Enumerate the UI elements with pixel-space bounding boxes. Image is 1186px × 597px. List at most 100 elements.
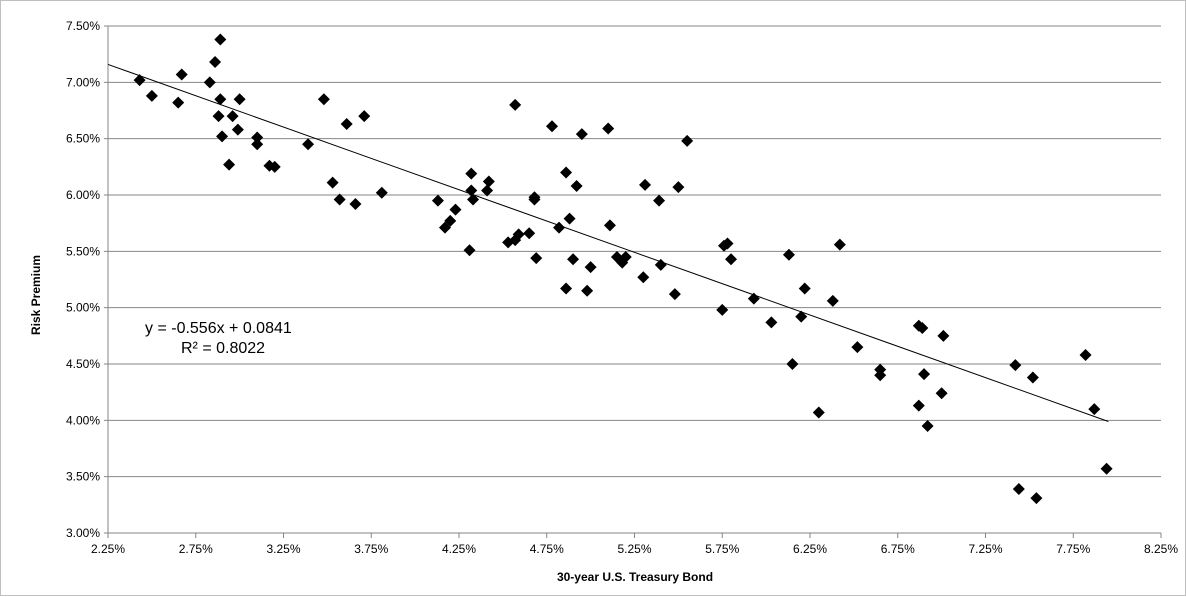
data-point: [584, 261, 597, 274]
x-tick-label: 5.25%: [617, 542, 651, 556]
y-tick-label: 7.00%: [66, 75, 100, 89]
x-tick-label: 7.25%: [968, 542, 1002, 556]
y-tick-label: 3.50%: [66, 470, 100, 484]
data-point: [231, 123, 244, 136]
trendline-layer: [107, 63, 1109, 422]
data-point: [812, 406, 825, 419]
data-point: [358, 110, 371, 123]
x-tick-label: 7.75%: [1056, 542, 1090, 556]
data-point: [203, 76, 216, 89]
x-tick-label: 3.25%: [266, 542, 300, 556]
trendline: [107, 63, 1109, 422]
y-tick-label: 6.00%: [66, 188, 100, 202]
data-point: [603, 219, 616, 232]
data-point: [747, 292, 760, 305]
data-point: [672, 181, 685, 194]
data-point: [340, 118, 353, 131]
data-point: [786, 358, 799, 370]
trendline-equation: y = -0.556x + 0.0841: [145, 320, 292, 337]
r-squared-label: R² = 0.8022: [181, 340, 265, 357]
data-point: [639, 178, 652, 191]
y-tick-label: 3.00%: [66, 526, 100, 540]
x-tick-label: 2.25%: [91, 542, 125, 556]
data-point: [302, 138, 315, 151]
data-point: [795, 310, 808, 323]
x-tick-label: 3.75%: [354, 542, 388, 556]
data-point: [1030, 492, 1043, 505]
data-point: [570, 179, 583, 192]
data-point: [1009, 359, 1022, 372]
data-point: [851, 341, 864, 354]
data-point: [668, 288, 681, 301]
data-point: [1012, 483, 1025, 496]
data-point: [826, 294, 839, 307]
data-point: [233, 93, 246, 106]
data-point: [438, 221, 451, 234]
data-point: [782, 248, 795, 261]
data-point: [216, 130, 229, 143]
data-point: [317, 93, 330, 106]
data-point: [560, 282, 573, 295]
y-tick-label: 5.50%: [66, 244, 100, 258]
data-points: [133, 33, 1113, 505]
data-point: [467, 193, 480, 206]
y-tick-label: 7.50%: [66, 19, 100, 33]
data-point: [512, 228, 525, 241]
data-point: [172, 96, 185, 109]
axes: [104, 25, 1162, 538]
data-point: [602, 122, 615, 135]
data-point: [937, 329, 950, 342]
data-point: [223, 158, 236, 171]
data-point: [326, 176, 339, 189]
x-tick-label: 4.75%: [530, 542, 564, 556]
data-point: [333, 193, 346, 206]
data-point: [765, 316, 778, 329]
data-point: [610, 250, 623, 263]
data-point: [1088, 403, 1101, 416]
data-point: [716, 303, 729, 316]
data-point: [530, 252, 543, 265]
x-axis-title: 30-year U.S. Treasury Bond: [557, 570, 713, 584]
data-point: [935, 387, 948, 400]
data-point: [175, 68, 188, 81]
data-point: [145, 89, 158, 102]
data-point: [681, 134, 694, 147]
data-point: [431, 194, 444, 207]
data-point: [209, 56, 222, 69]
data-point: [226, 110, 239, 123]
y-axis-title: Risk Premium: [29, 255, 43, 335]
data-point: [637, 271, 650, 284]
data-point: [465, 167, 478, 180]
data-point: [575, 128, 588, 141]
data-point: [523, 227, 536, 240]
data-point: [560, 166, 573, 179]
data-point: [482, 175, 495, 188]
x-tick-label: 6.25%: [793, 542, 827, 556]
tick-labels: 3.00% 3.50% 4.00% 4.50% 5.00% 5.50% 6.00% 6.50%…: [66, 19, 1178, 556]
data-point: [349, 198, 362, 211]
y-tick-label: 4.50%: [66, 357, 100, 371]
data-point: [619, 250, 632, 263]
y-tick-label: 6.50%: [66, 132, 100, 146]
x-tick-label: 6.75%: [881, 542, 915, 556]
data-point: [653, 194, 666, 207]
data-point: [449, 203, 462, 216]
data-point: [563, 212, 576, 225]
data-point: [1026, 371, 1039, 384]
data-point: [1079, 348, 1092, 361]
y-tick-label: 4.00%: [66, 413, 100, 427]
data-point: [918, 368, 931, 381]
x-tick-label: 2.75%: [179, 542, 213, 556]
data-point: [251, 138, 264, 151]
data-point: [214, 33, 227, 46]
data-point: [528, 193, 541, 206]
data-point: [133, 74, 146, 87]
data-point: [833, 238, 846, 251]
data-point: [553, 221, 566, 234]
data-point: [798, 282, 811, 295]
data-point: [214, 93, 227, 106]
data-point: [444, 214, 457, 227]
gridlines: [108, 25, 1161, 478]
